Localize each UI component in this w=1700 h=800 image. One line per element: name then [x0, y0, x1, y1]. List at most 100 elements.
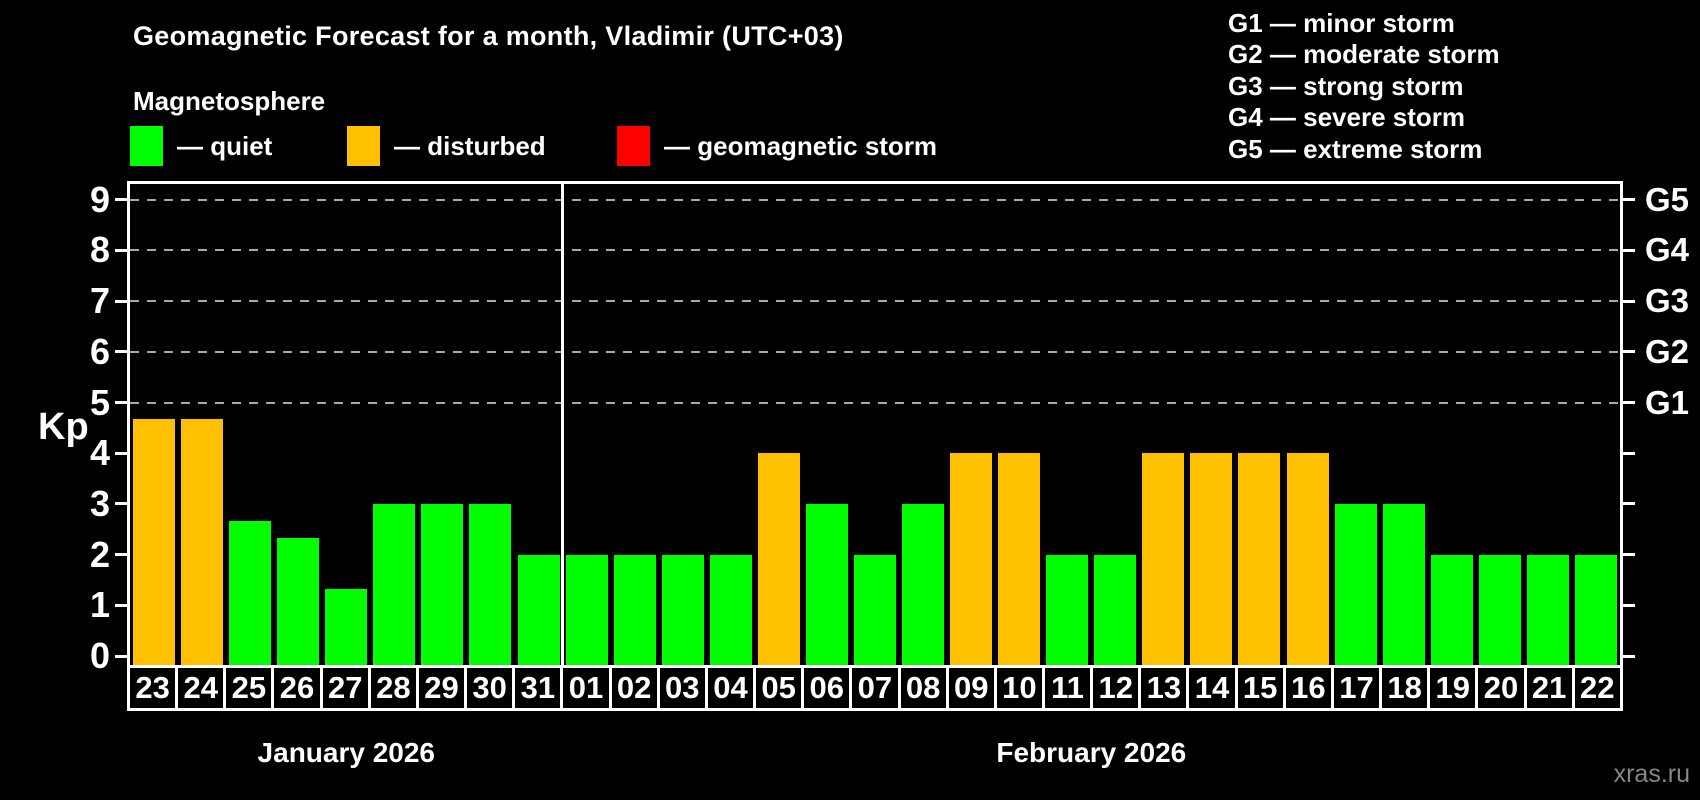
kp-bar [1238, 453, 1281, 665]
bar-slot [370, 184, 418, 665]
bar-slot [1572, 184, 1620, 665]
day-label: 13 [1138, 665, 1190, 711]
bar-slot [418, 184, 466, 665]
y-axis-tick-right [1623, 502, 1635, 506]
storm-color-swatch [617, 126, 650, 166]
day-label: 02 [608, 665, 660, 711]
y-axis-tick-left [115, 198, 127, 202]
bar-slot [274, 184, 322, 665]
kp-bar [373, 503, 416, 665]
bar-slot [1332, 184, 1380, 665]
month-separator [561, 184, 565, 665]
day-label: 01 [560, 665, 612, 711]
day-label: 29 [415, 665, 468, 711]
day-label: 10 [993, 665, 1045, 711]
day-label: 06 [801, 665, 853, 711]
disturbed-color-swatch [347, 126, 380, 166]
kp-bar [709, 554, 752, 665]
day-label: 27 [319, 665, 371, 711]
bar-slot [803, 184, 851, 665]
day-label: 21 [1523, 665, 1575, 711]
bar-slot [611, 184, 659, 665]
bar-slot [1187, 184, 1235, 665]
kp-bar [1286, 453, 1329, 665]
bar-slot [995, 184, 1043, 665]
bar-slot [755, 184, 803, 665]
bar-slot [1235, 184, 1283, 665]
bar-slot [466, 184, 514, 665]
y-axis-tick-left [115, 248, 127, 252]
g-legend-line: G5 — extreme storm [1228, 133, 1483, 164]
kp-bar [1046, 554, 1089, 665]
y-axis-label-3: 3 [89, 482, 110, 524]
gridline-kp-6 [130, 350, 1620, 353]
day-label: 26 [271, 665, 323, 711]
bar-slot [130, 184, 178, 665]
kp-bar [1430, 554, 1473, 665]
bar-slot [322, 184, 370, 665]
g-scale-legend: G1 — minor storm G2 — moderate storm G3 — … [1228, 8, 1500, 165]
bar-slot [563, 184, 611, 665]
kp-bar [133, 419, 176, 665]
bar-slot [707, 184, 755, 665]
day-label: 07 [849, 665, 901, 711]
month-label: January 2026 [257, 737, 436, 768]
y-axis-label-9: 9 [89, 178, 110, 220]
bar-slot [1476, 184, 1524, 665]
y-axis-tick-left [115, 401, 127, 404]
g-axis-label-G3: G3 [1645, 282, 1690, 320]
watermark: xras.ru [1613, 760, 1690, 788]
g-axis-label-G5: G5 [1645, 180, 1690, 218]
g-axis-label-G1: G1 [1645, 383, 1690, 421]
g-axis-label-G2: G2 [1645, 332, 1690, 370]
kp-bar [469, 503, 512, 665]
y-axis-tick-right [1623, 603, 1635, 607]
y-axis-label-7: 7 [89, 280, 110, 322]
kp-bar [613, 554, 656, 665]
kp-bar [181, 419, 224, 665]
legend-label-disturbed: — disturbed [394, 130, 546, 161]
day-label: 20 [1475, 665, 1527, 711]
day-label: 04 [704, 665, 757, 711]
day-label: 11 [1041, 665, 1094, 711]
kp-bar [1478, 554, 1521, 665]
bar-slot [1428, 184, 1476, 665]
day-label: 05 [753, 665, 805, 711]
legend-item-quiet: — quiet [130, 124, 272, 168]
gridline-kp-9 [130, 198, 1620, 201]
bar-slot [1380, 184, 1428, 665]
kp-bar [805, 503, 848, 665]
y-axis-tick-right [1623, 654, 1635, 658]
bars-container [130, 184, 1620, 665]
y-axis-tick-left [115, 350, 127, 354]
g-legend-line: G4 — severe storm [1228, 102, 1466, 133]
legend-item-storm: — geomagnetic storm [617, 124, 937, 168]
g-axis-label-G4: G4 [1645, 231, 1690, 269]
bar-slot [947, 184, 995, 665]
y-axis-tick-left [115, 502, 127, 506]
bar-slot [1284, 184, 1332, 665]
bar-slot [1139, 184, 1187, 665]
kp-bar [229, 520, 272, 665]
day-label: 22 [1571, 665, 1623, 711]
y-axis-label-8: 8 [89, 229, 110, 271]
plot-area [127, 181, 1623, 668]
month-label: February 2026 [996, 737, 1187, 768]
kp-bar [661, 554, 704, 665]
chart-subtitle: Magnetosphere [133, 86, 326, 116]
kp-bar [1526, 554, 1569, 665]
gridline-kp-8 [130, 249, 1620, 252]
y-axis-tick-right [1623, 299, 1635, 303]
kp-bar [565, 554, 608, 665]
day-label: 19 [1427, 665, 1479, 711]
y-axis-tick-right [1623, 451, 1635, 455]
y-axis-tick-right [1623, 350, 1635, 354]
gridline-kp-5 [130, 401, 1620, 404]
day-label: 25 [223, 665, 275, 711]
bar-slot [659, 184, 707, 665]
day-label: 24 [175, 665, 227, 711]
chart-title: Geomagnetic Forecast for a month, Vladim… [133, 21, 844, 51]
day-label: 15 [1234, 665, 1286, 711]
day-label: 28 [367, 665, 419, 711]
